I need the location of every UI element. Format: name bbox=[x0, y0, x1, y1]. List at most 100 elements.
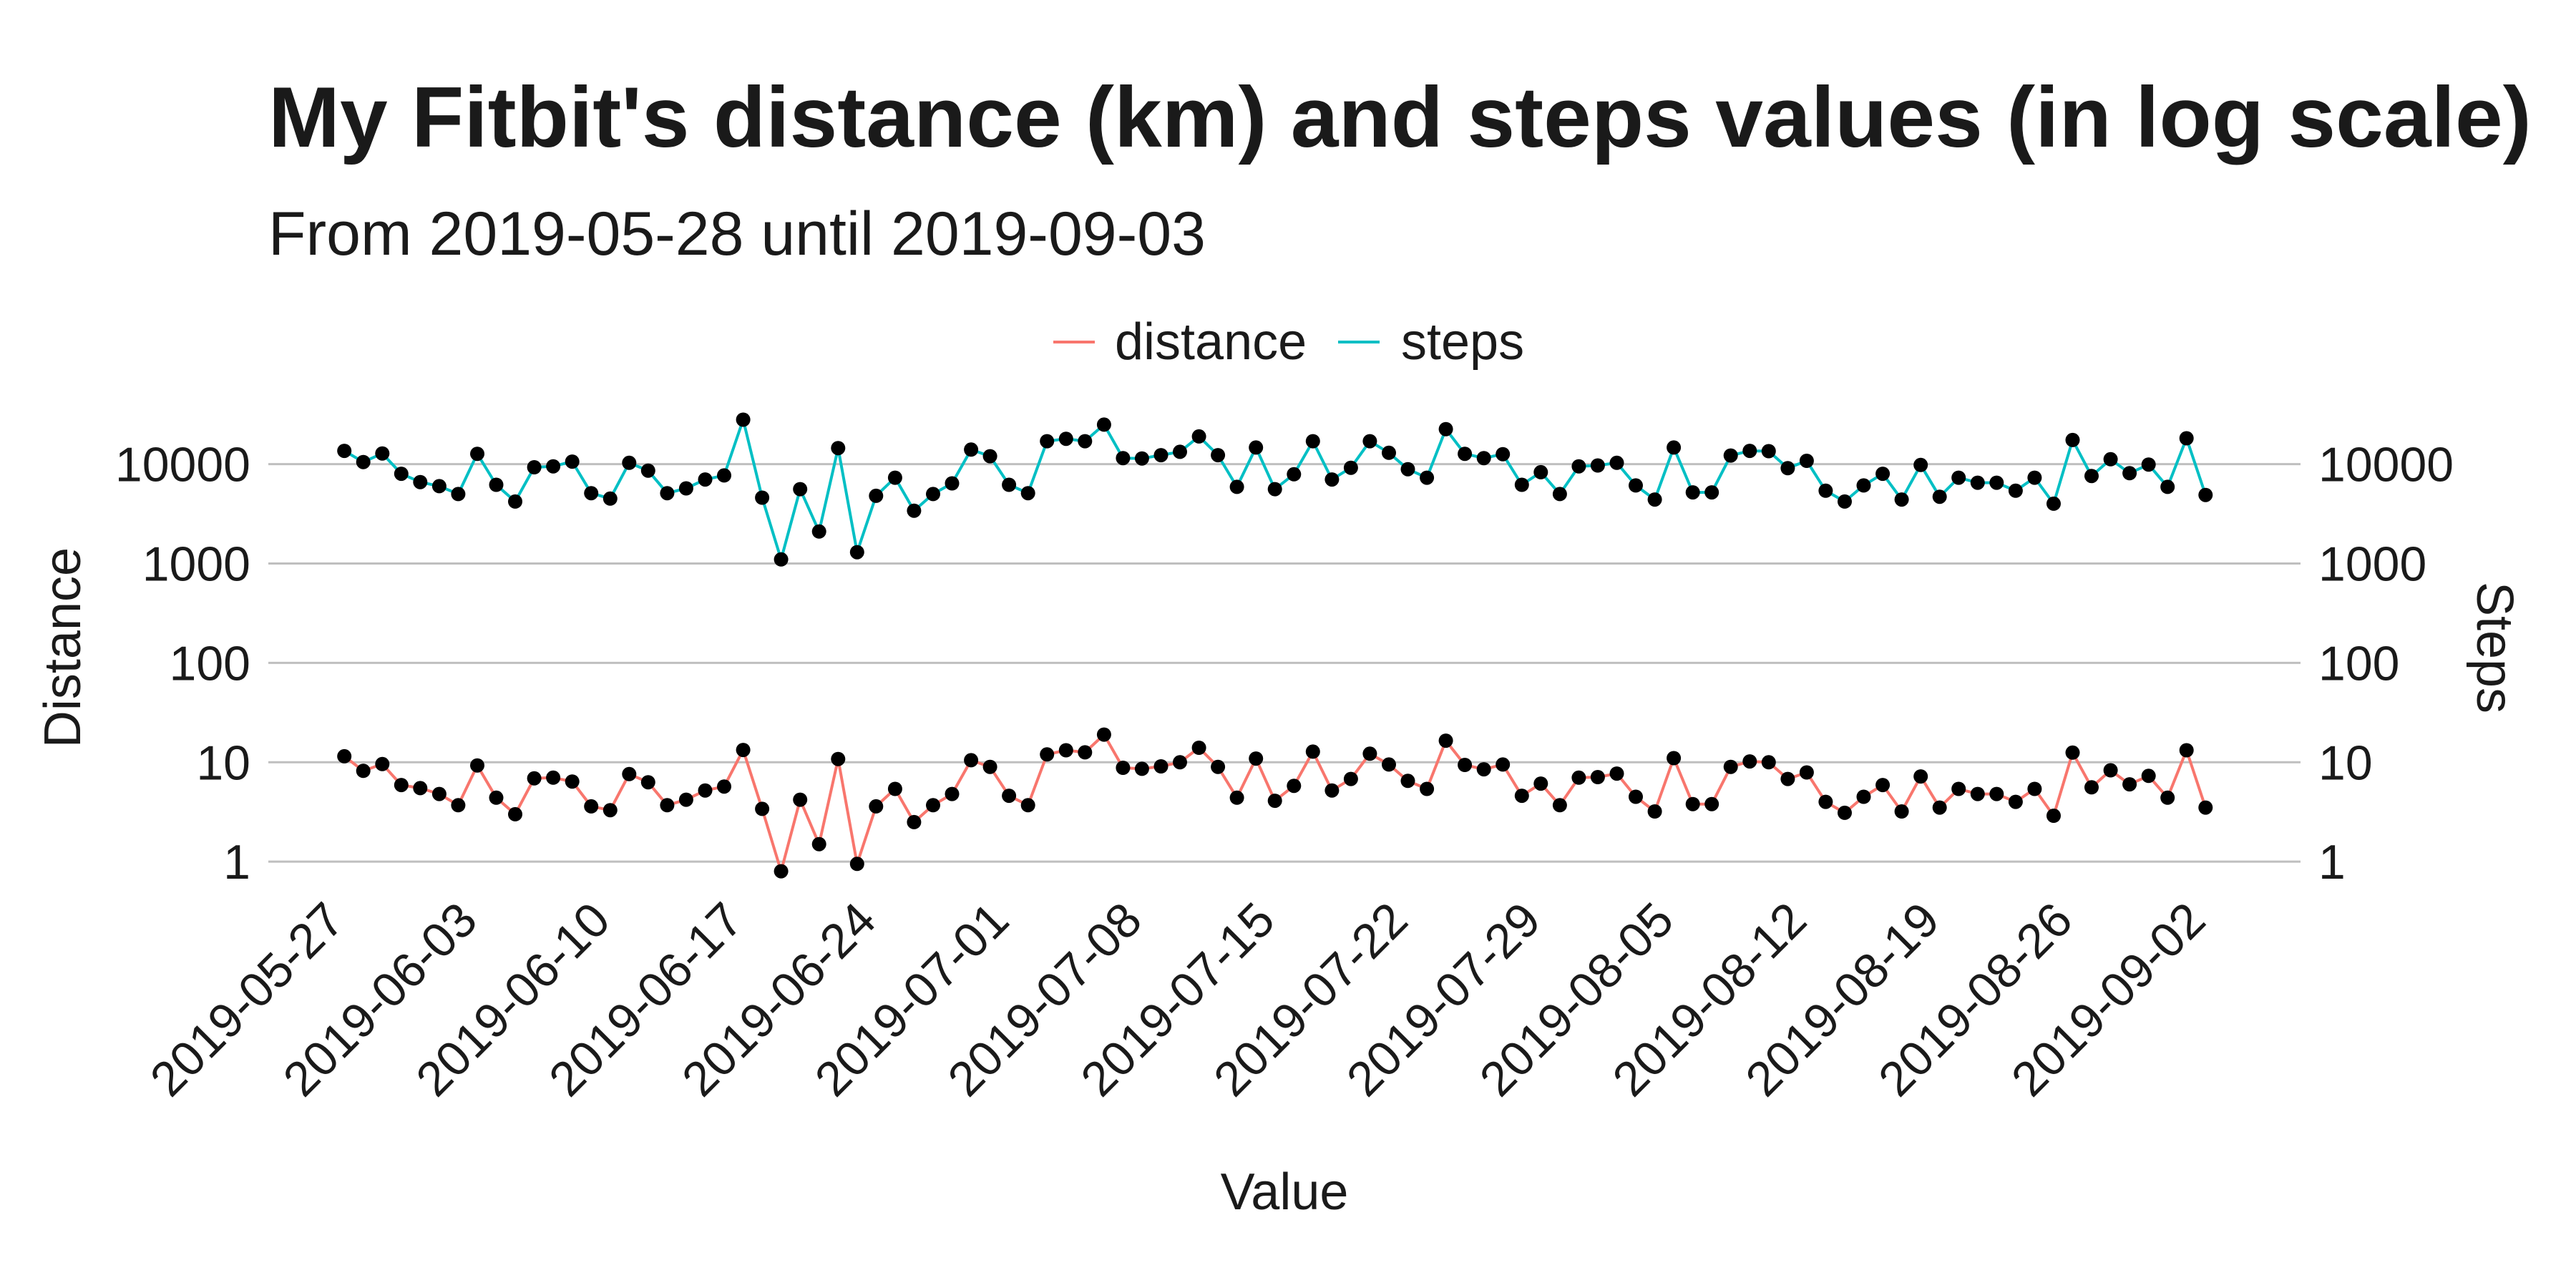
data-point-steps bbox=[2179, 431, 2194, 446]
data-point-distance bbox=[2008, 794, 2023, 809]
data-point-distance bbox=[527, 771, 542, 786]
data-point-steps bbox=[1496, 447, 1511, 462]
data-point-steps bbox=[2046, 496, 2061, 511]
data-point-steps bbox=[1134, 451, 1149, 466]
data-point-distance bbox=[907, 814, 922, 829]
data-point-steps bbox=[1989, 475, 2004, 490]
data-point-steps bbox=[1324, 472, 1340, 487]
data-point-distance bbox=[1780, 771, 1795, 786]
data-point-distance bbox=[1191, 741, 1206, 755]
data-point-steps bbox=[1382, 445, 1396, 460]
data-point-steps bbox=[1723, 448, 1738, 463]
data-point-distance bbox=[1343, 771, 1358, 786]
data-point-steps bbox=[774, 552, 789, 567]
data-point-steps bbox=[1116, 451, 1131, 466]
data-point-steps bbox=[640, 463, 655, 478]
data-point-steps bbox=[2065, 432, 2080, 447]
y-axis-right: 1 10 100 1000 10000 bbox=[2318, 438, 2454, 890]
y-axis-title-right: Steps bbox=[2466, 582, 2523, 713]
data-point-steps bbox=[1818, 483, 1833, 498]
data-point-steps bbox=[413, 474, 428, 489]
chart-subtitle: From 2019-05-28 until 2019-09-03 bbox=[268, 200, 1206, 268]
data-point-distance bbox=[1742, 754, 1757, 769]
data-point-distance bbox=[1229, 790, 1244, 805]
data-point-distance bbox=[1913, 769, 1928, 784]
data-point-steps bbox=[356, 454, 371, 469]
data-point-distance bbox=[2198, 800, 2213, 815]
data-point-steps bbox=[2084, 469, 2099, 484]
data-point-steps bbox=[1078, 434, 1093, 449]
legend: distance steps bbox=[1053, 313, 1524, 371]
data-point-distance bbox=[1002, 789, 1017, 804]
data-point-steps bbox=[678, 481, 693, 496]
data-point-distance bbox=[793, 792, 808, 807]
y-tick-label-right: 100 bbox=[2318, 636, 2399, 691]
y-tick-label-right: 1 bbox=[2318, 835, 2346, 889]
data-point-steps bbox=[489, 477, 504, 492]
data-point-distance bbox=[640, 775, 655, 790]
data-point-distance bbox=[1571, 770, 1586, 785]
data-point-distance bbox=[1590, 770, 1605, 784]
y-tick-label-left: 1000 bbox=[142, 537, 250, 592]
x-axis-title: Value bbox=[1221, 1163, 1349, 1221]
data-point-distance bbox=[622, 766, 637, 781]
data-point-distance bbox=[1667, 751, 1682, 766]
data-point-steps bbox=[1799, 454, 1814, 468]
y-tick-label-left: 1 bbox=[223, 835, 250, 889]
data-point-distance bbox=[2065, 745, 2080, 760]
data-point-steps bbox=[622, 455, 637, 470]
data-point-distance bbox=[1438, 733, 1453, 748]
data-point-steps bbox=[1040, 434, 1055, 449]
data-point-steps bbox=[546, 459, 561, 474]
data-point-distance bbox=[602, 803, 618, 818]
data-point-distance bbox=[1153, 759, 1169, 774]
data-point-distance bbox=[717, 779, 731, 794]
data-point-distance bbox=[1096, 727, 1111, 742]
y-tick-label-left: 10000 bbox=[115, 438, 250, 492]
data-point-steps bbox=[1514, 477, 1529, 492]
data-point-steps bbox=[1476, 451, 1491, 466]
data-point-distance bbox=[1894, 804, 1909, 819]
data-point-steps bbox=[926, 487, 940, 502]
data-point-distance bbox=[1476, 762, 1491, 777]
data-point-distance bbox=[1685, 796, 1700, 811]
data-point-distance bbox=[1324, 783, 1340, 798]
y-tick-label-right: 10 bbox=[2318, 736, 2373, 790]
data-point-steps bbox=[1211, 448, 1226, 463]
data-points bbox=[337, 412, 2213, 879]
data-point-distance bbox=[1704, 796, 1719, 811]
data-point-steps bbox=[470, 447, 484, 462]
data-point-steps bbox=[1420, 470, 1435, 485]
data-point-distance bbox=[887, 781, 902, 796]
data-point-distance bbox=[1211, 759, 1226, 774]
data-point-steps bbox=[1343, 460, 1358, 475]
y-tick-label-right: 1000 bbox=[2318, 537, 2426, 592]
data-point-distance bbox=[2046, 809, 2061, 823]
data-point-distance bbox=[2084, 780, 2099, 795]
gridlines bbox=[268, 463, 2301, 863]
data-point-distance bbox=[1134, 761, 1149, 776]
data-point-steps bbox=[1647, 492, 1662, 507]
data-point-steps bbox=[2198, 487, 2213, 502]
data-point-steps bbox=[1438, 421, 1453, 436]
data-point-steps bbox=[527, 460, 542, 474]
data-point-distance bbox=[1818, 794, 1833, 809]
data-point-distance bbox=[698, 783, 713, 798]
data-point-steps bbox=[887, 470, 902, 485]
data-point-steps bbox=[565, 454, 580, 469]
data-point-distance bbox=[584, 799, 599, 814]
data-point-steps bbox=[1932, 489, 1947, 504]
data-point-distance bbox=[1951, 781, 1966, 796]
data-point-distance bbox=[1514, 789, 1529, 804]
data-point-steps bbox=[755, 490, 770, 505]
data-point-steps bbox=[337, 444, 352, 459]
data-point-steps bbox=[2141, 457, 2156, 472]
legend-label-steps: steps bbox=[1401, 313, 1524, 371]
data-point-distance bbox=[2122, 777, 2137, 792]
data-point-steps bbox=[1913, 457, 1928, 472]
data-point-steps bbox=[1761, 444, 1776, 459]
data-point-distance bbox=[565, 774, 580, 789]
data-point-steps bbox=[1970, 475, 1985, 490]
data-point-steps bbox=[1629, 478, 1643, 493]
